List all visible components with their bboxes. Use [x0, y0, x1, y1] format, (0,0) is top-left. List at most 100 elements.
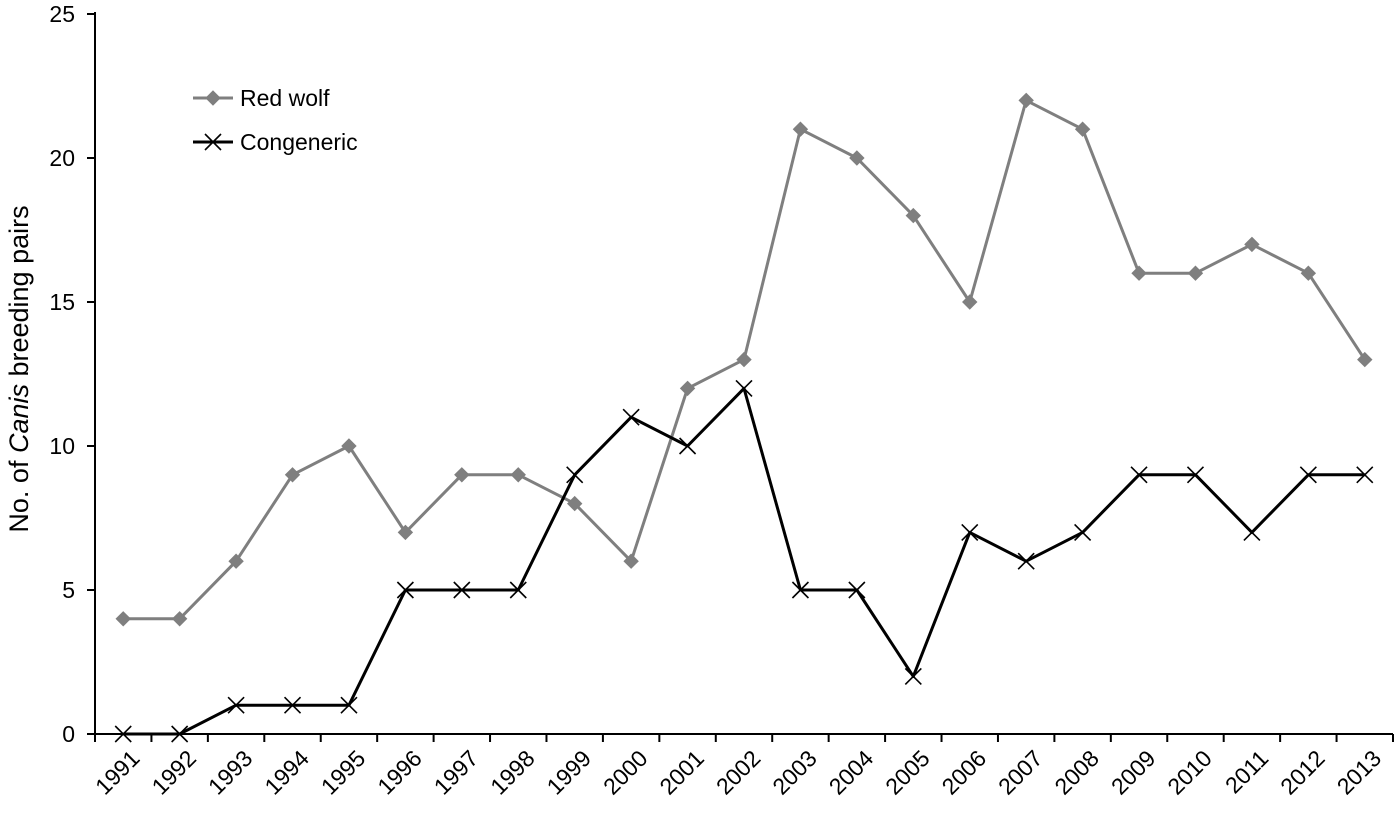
data-point-red-wolf: [510, 467, 526, 483]
data-point-congeneric: [340, 696, 358, 714]
x-marker-stroke: [622, 408, 640, 426]
data-point-congeneric: [848, 581, 866, 599]
legend-swatch-marker: [204, 133, 222, 151]
x-marker-stroke: [735, 379, 753, 397]
data-point-congeneric: [678, 437, 697, 455]
x-marker-stroke: [678, 437, 697, 455]
x-tick-label: 1997: [429, 745, 484, 800]
series-congeneric: [114, 379, 1374, 743]
y-tick-label: 20: [49, 145, 75, 171]
x-marker-stroke: [1074, 523, 1092, 541]
data-point-congeneric: [453, 581, 471, 599]
x-tick-label: 2009: [1106, 745, 1161, 800]
x-tick-label: 2003: [767, 745, 822, 800]
x-tick-label: 2005: [880, 745, 935, 800]
data-point-congeneric: [171, 725, 189, 743]
x-marker-stroke: [1299, 466, 1317, 484]
data-point-congeneric: [1186, 466, 1205, 484]
data-point-red-wolf: [284, 467, 301, 483]
y-tick-label: 0: [62, 721, 75, 747]
data-point-congeneric: [509, 581, 527, 599]
series-layer: [114, 92, 1374, 743]
legend-label-congeneric: Congeneric: [240, 129, 358, 155]
x-tick-label: 1999: [542, 745, 597, 800]
series-red-wolf: [115, 92, 1373, 627]
x-tick-label: 2000: [598, 745, 653, 800]
data-point-congeneric: [1243, 523, 1261, 541]
legend-item-congeneric: Congeneric: [193, 129, 358, 155]
data-point-congeneric: [735, 379, 753, 397]
data-point-red-wolf: [679, 380, 696, 397]
y-tick-label: 10: [49, 433, 75, 459]
y-axis-ticks: 0 5 10 15 20 25: [49, 1, 95, 747]
x-axis-ticks: 1991 1992 1993 1994 1995 1996 1997 1998 1999 2000…: [90, 734, 1394, 800]
data-point-red-wolf: [115, 611, 131, 627]
x-tick-label: 2008: [1049, 745, 1104, 800]
data-point-red-wolf: [623, 553, 639, 569]
x-tick-label: 1998: [485, 745, 540, 800]
data-point-red-wolf: [454, 467, 470, 483]
x-marker-stroke: [1356, 466, 1374, 484]
data-point-red-wolf: [341, 438, 357, 454]
axes: [94, 12, 1393, 735]
data-point-congeneric: [1356, 466, 1374, 484]
data-point-red-wolf: [849, 150, 865, 166]
x-tick-label: 2006: [937, 745, 992, 800]
data-point-congeneric: [622, 408, 640, 426]
y-tick-label: 25: [49, 1, 75, 27]
data-point-red-wolf: [397, 524, 414, 541]
data-point-congeneric: [1074, 523, 1092, 541]
data-point-congeneric: [791, 581, 810, 599]
data-point-red-wolf: [1357, 351, 1373, 368]
x-marker-stroke: [171, 725, 189, 743]
legend: Red wolf Congeneric: [193, 85, 358, 155]
x-marker-stroke: [1186, 466, 1205, 484]
data-point-congeneric: [1299, 466, 1317, 484]
data-point-red-wolf: [1187, 265, 1204, 281]
x-tick-label: 1996: [372, 745, 427, 800]
data-point-red-wolf: [1018, 92, 1034, 109]
x-tick-label: 2013: [1332, 745, 1387, 800]
y-axis-title: No. of Canis breeding pairs: [4, 205, 34, 532]
data-point-red-wolf: [1300, 265, 1317, 281]
x-tick-label: 1993: [203, 745, 258, 800]
y-tick-label: 5: [62, 577, 75, 603]
x-marker-stroke: [1130, 466, 1148, 484]
data-point-congeneric: [566, 466, 584, 484]
y-axis-title-suffix: breeding pairs: [4, 205, 34, 384]
x-tick-label: 2002: [711, 745, 766, 800]
data-point-congeneric: [904, 667, 922, 685]
x-tick-label: 1995: [316, 745, 371, 800]
y-tick-label: 15: [49, 289, 75, 315]
data-point-congeneric: [283, 696, 302, 714]
data-point-congeneric: [961, 523, 979, 541]
x-tick-label: 1992: [146, 745, 201, 800]
x-marker-stroke: [848, 581, 866, 599]
data-point-congeneric: [227, 696, 245, 714]
x-marker-stroke: [396, 581, 414, 599]
x-tick-label: 2001: [654, 745, 709, 800]
x-tick-label: 2012: [1275, 745, 1330, 800]
data-point-red-wolf: [1131, 265, 1147, 281]
x-marker-stroke: [340, 696, 358, 714]
data-point-congeneric: [114, 725, 132, 743]
data-point-red-wolf: [905, 207, 922, 224]
x-marker-stroke: [961, 523, 979, 541]
x-marker-stroke: [904, 667, 922, 685]
x-marker-stroke: [1243, 523, 1261, 541]
legend-swatch-marker: [205, 90, 221, 106]
x-tick-label: 1991: [90, 745, 145, 800]
data-point-congeneric: [1130, 466, 1148, 484]
data-point-red-wolf: [228, 553, 244, 569]
x-tick-label: 2011: [1220, 745, 1273, 798]
x-marker-stroke: [791, 581, 810, 599]
x-tick-label: 1994: [259, 745, 314, 800]
x-marker-stroke: [227, 696, 245, 714]
data-point-red-wolf: [171, 611, 188, 627]
x-marker-stroke: [283, 696, 302, 714]
x-tick-label: 2007: [993, 745, 1048, 800]
x-marker-stroke: [453, 581, 471, 599]
y-axis-title-italic: Canis: [4, 384, 34, 453]
data-point-red-wolf: [1244, 236, 1260, 253]
